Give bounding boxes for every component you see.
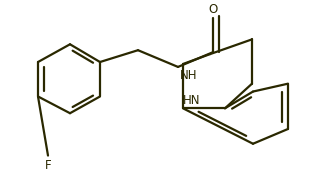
Text: HN: HN (183, 94, 201, 107)
Text: NH: NH (180, 69, 197, 82)
Text: O: O (208, 3, 218, 16)
Text: F: F (45, 159, 51, 172)
